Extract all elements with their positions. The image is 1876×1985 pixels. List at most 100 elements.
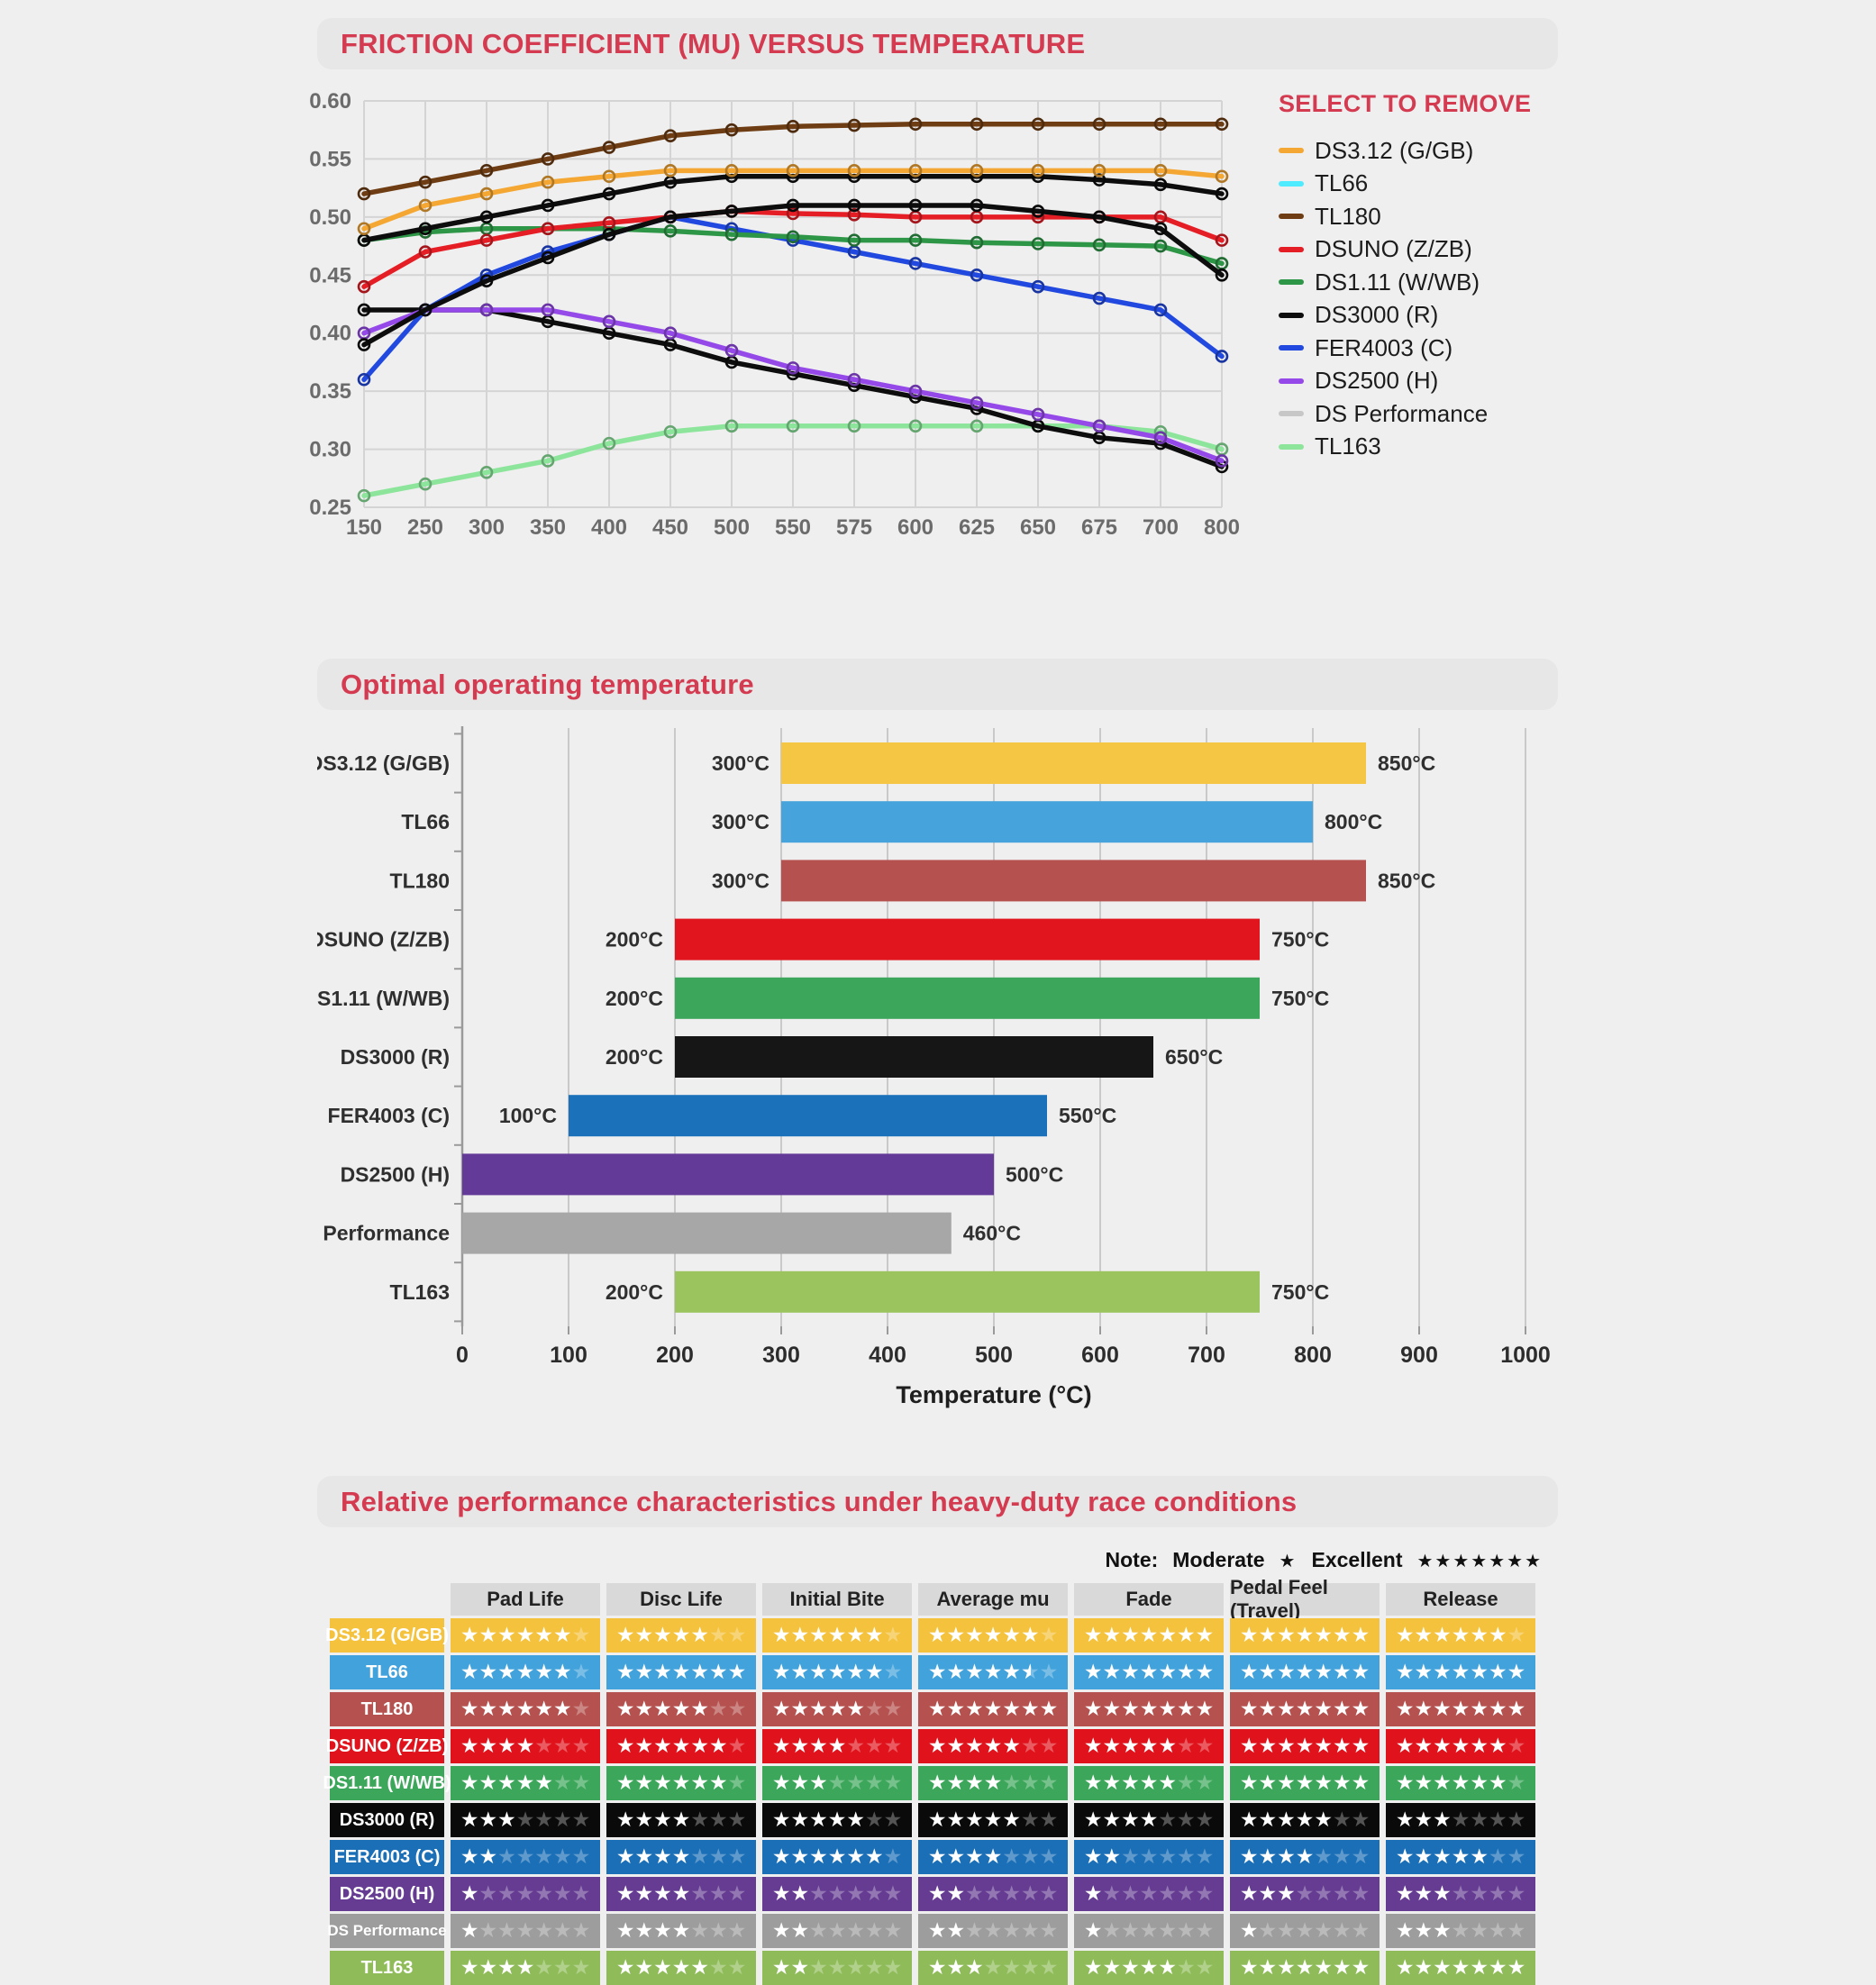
temp-range-bar[interactable] bbox=[569, 1095, 1047, 1137]
star-empty-icon: ★ bbox=[846, 1955, 865, 1980]
star-empty-icon: ★ bbox=[1488, 1918, 1507, 1943]
star-filled-icon: ★ bbox=[1139, 1807, 1159, 1832]
star-filled-icon: ★ bbox=[615, 1660, 635, 1684]
star-empty-icon: ★ bbox=[965, 1881, 984, 1906]
data-point-marker bbox=[908, 384, 923, 398]
legend-item-ds2500-h[interactable]: DS2500 (H) bbox=[1279, 365, 1621, 398]
x-axis-title: Temperature (°C) bbox=[896, 1381, 1091, 1408]
line-series-ds1-11-w-wb[interactable] bbox=[357, 222, 1229, 270]
star-filled-icon: ★ bbox=[1470, 1660, 1489, 1684]
star-filled-icon: ★ bbox=[1451, 1660, 1471, 1684]
star-empty-icon: ★ bbox=[497, 1918, 516, 1943]
data-point-marker bbox=[602, 169, 616, 184]
rating-cell-dsuno-z-zb-pedal-feel-travel: ★ ★ ★ ★ ★ ★ ★ bbox=[1230, 1729, 1380, 1763]
star-empty-icon: ★ bbox=[883, 1881, 903, 1906]
star-filled-icon: ★ bbox=[1395, 1918, 1415, 1943]
star-filled-icon: ★ bbox=[478, 1697, 498, 1721]
data-point-marker bbox=[541, 152, 555, 166]
legend-item-tl66[interactable]: TL66 bbox=[1279, 168, 1621, 201]
x-axis-tick-label: 700 bbox=[1188, 1343, 1225, 1368]
star-filled-icon: ★ bbox=[1433, 1844, 1452, 1869]
star-filled-icon: ★ bbox=[515, 1955, 535, 1980]
star-filled-icon: ★ bbox=[1239, 1807, 1259, 1832]
star-empty-icon: ★ bbox=[534, 1807, 553, 1832]
star-empty-icon: ★ bbox=[1158, 1918, 1177, 1943]
star-filled-icon: ★ bbox=[1332, 1660, 1352, 1684]
star-filled-icon: ★ bbox=[671, 1844, 691, 1869]
data-point-marker bbox=[908, 257, 923, 270]
line-series-ds3-12-g-gb[interactable] bbox=[357, 164, 1229, 236]
moderate-star-icon: ★ bbox=[1279, 1549, 1298, 1571]
data-point-marker bbox=[663, 210, 678, 224]
rating-cell-ds-performance-disc-life: ★ ★ ★ ★ ★ ★ ★ bbox=[606, 1914, 756, 1948]
legend-item-tl180[interactable]: TL180 bbox=[1279, 200, 1621, 233]
row-label-ds3000-r: DS3000 (R) bbox=[330, 1803, 444, 1837]
legend-item-tl163[interactable]: TL163 bbox=[1279, 431, 1621, 464]
star-filled-icon: ★ bbox=[1102, 1771, 1122, 1795]
star-empty-icon: ★ bbox=[478, 1918, 498, 1943]
star-filled-icon: ★ bbox=[1158, 1697, 1177, 1721]
star-filled-icon: ★ bbox=[1414, 1918, 1434, 1943]
y-axis-tick-label: 0.30 bbox=[309, 438, 351, 462]
star-filled-icon: ★ bbox=[771, 1660, 791, 1684]
star-empty-icon: ★ bbox=[864, 1697, 884, 1721]
legend-item-ds3000-r[interactable]: DS3000 (R) bbox=[1279, 299, 1621, 332]
star-filled-icon: ★ bbox=[1121, 1734, 1140, 1758]
legend-item-ds-performance[interactable]: DS Performance bbox=[1279, 397, 1621, 431]
line-series-tl180[interactable] bbox=[357, 117, 1229, 201]
y-axis-tick-label: 0.60 bbox=[309, 89, 351, 114]
star-filled-icon: ★ bbox=[827, 1807, 847, 1832]
rating-cell-tl66-fade: ★ ★ ★ ★ ★ ★ ★ bbox=[1074, 1655, 1224, 1689]
temp-range-bar[interactable] bbox=[675, 1270, 1260, 1313]
star-empty-icon: ★ bbox=[1507, 1881, 1526, 1906]
star-filled-icon: ★ bbox=[1470, 1623, 1489, 1647]
star-empty-icon: ★ bbox=[1295, 1881, 1315, 1906]
legend-swatch-icon bbox=[1279, 378, 1304, 384]
star-empty-icon: ★ bbox=[983, 1955, 1003, 1980]
star-filled-icon: ★ bbox=[1258, 1881, 1278, 1906]
line-series-ds3000-r[interactable] bbox=[357, 198, 1229, 351]
rating-cell-tl163-initial-bite: ★ ★ ★ ★ ★ ★ ★ bbox=[762, 1951, 912, 1985]
temp-range-bar[interactable] bbox=[781, 801, 1313, 843]
rating-cell-ds2500-h-release: ★ ★ ★ ★ ★ ★ ★ bbox=[1386, 1877, 1535, 1911]
star-empty-icon: ★ bbox=[1488, 1881, 1507, 1906]
data-point-marker bbox=[541, 175, 555, 189]
star-filled-icon: ★ bbox=[1470, 1844, 1489, 1869]
temp-range-bar[interactable] bbox=[462, 1153, 994, 1196]
temp-range-bar[interactable] bbox=[781, 742, 1366, 784]
temp-range-bar[interactable] bbox=[675, 918, 1260, 961]
column-header-release: Release bbox=[1386, 1583, 1535, 1616]
star-empty-icon: ★ bbox=[1039, 1660, 1059, 1684]
row-label-ds2500-h: DS2500 (H) bbox=[330, 1877, 444, 1911]
star-empty-icon: ★ bbox=[965, 1918, 984, 1943]
data-point-marker bbox=[724, 419, 739, 433]
temp-range-bar[interactable] bbox=[781, 860, 1366, 902]
rating-cell-ds3000-r-fade: ★ ★ ★ ★ ★ ★ ★ bbox=[1074, 1803, 1224, 1837]
legend-swatch-icon bbox=[1279, 148, 1304, 154]
data-point-marker bbox=[908, 419, 923, 433]
legend-item-ds1-11-w-wb[interactable]: DS1.11 (W/WB) bbox=[1279, 266, 1621, 299]
star-filled-icon: ★ bbox=[846, 1844, 865, 1869]
legend-item-label: TL66 bbox=[1315, 169, 1369, 197]
star-empty-icon: ★ bbox=[1039, 1881, 1059, 1906]
legend-item-fer4003-c[interactable]: FER4003 (C) bbox=[1279, 332, 1621, 365]
star-filled-icon: ★ bbox=[1451, 1844, 1471, 1869]
star-empty-icon: ★ bbox=[690, 1881, 709, 1906]
star-filled-icon: ★ bbox=[1314, 1771, 1333, 1795]
data-point-marker bbox=[847, 207, 861, 222]
temp-range-bar[interactable] bbox=[462, 1212, 952, 1254]
star-filled-icon: ★ bbox=[460, 1734, 479, 1758]
temp-range-bar[interactable] bbox=[675, 1036, 1153, 1078]
column-header-pad-life: Pad Life bbox=[451, 1583, 600, 1616]
rating-cell-fer4003-c-release: ★ ★ ★ ★ ★ ★ ★ bbox=[1386, 1840, 1535, 1874]
legend-item-ds3-12-g-gb[interactable]: DS3.12 (G/GB) bbox=[1279, 134, 1621, 168]
legend-item-dsuno-z-zb[interactable]: DSUNO (Z/ZB) bbox=[1279, 233, 1621, 267]
star-filled-icon: ★ bbox=[1258, 1807, 1278, 1832]
star-filled-icon: ★ bbox=[1314, 1807, 1333, 1832]
temp-range-bar[interactable] bbox=[675, 977, 1260, 1019]
star-filled-icon: ★ bbox=[1239, 1623, 1259, 1647]
x-axis-tick-label: 575 bbox=[836, 515, 872, 540]
star-empty-icon: ★ bbox=[1039, 1771, 1059, 1795]
star-empty-icon: ★ bbox=[809, 1881, 828, 1906]
star-filled-icon: ★ bbox=[927, 1844, 947, 1869]
